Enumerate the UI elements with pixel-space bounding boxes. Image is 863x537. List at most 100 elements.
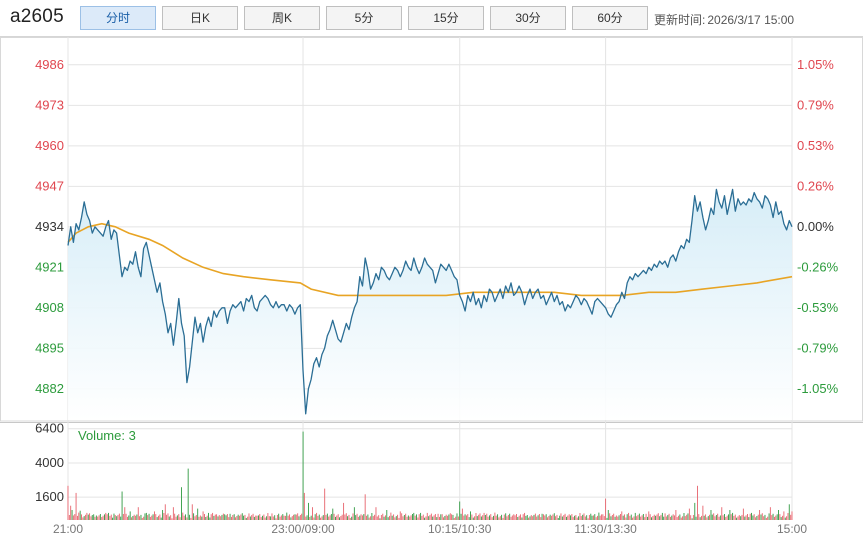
volume-bar [110,514,112,520]
volume-bar [489,515,490,520]
volume-bar [410,515,412,520]
volume-bar [77,515,78,520]
volume-bar [614,516,616,520]
volume-bar [497,514,499,520]
volume-bar [622,515,624,520]
tab-daily-k[interactable]: 日K [162,6,238,30]
volume-tick-label: 1600 [35,489,64,504]
volume-bar [668,513,670,520]
volume-bar [190,517,192,520]
volume-bar [706,517,708,520]
volume-bar [363,514,365,520]
volume-bar [671,515,673,520]
volume-bar [220,516,222,520]
volume-bar [536,516,538,520]
volume-bar [494,512,496,520]
volume-bar [143,516,145,520]
volume-bar [289,514,290,520]
volume-bar [493,515,494,520]
volume-bar [615,515,617,520]
volume-bar [620,514,621,520]
volume-bar [141,518,143,520]
volume-bar [122,514,124,520]
volume-bar [729,510,731,520]
volume-bar [759,510,761,520]
volume-bar [303,492,305,520]
volume-bar [551,515,553,520]
volume-bar [776,514,778,520]
volume-bar [740,516,742,520]
volume-bar [193,513,195,520]
volume-bar [587,518,589,520]
volume-bar [633,516,635,520]
volume-bar [270,516,272,520]
volume-bar [128,515,130,520]
volume-bar [282,514,284,520]
volume-bar [344,514,346,520]
volume-bar [235,517,236,520]
volume-bar [91,515,93,520]
volume-bar [321,516,323,520]
volume-bar [87,514,89,520]
volume-bar [241,513,243,520]
time-tick-label: 23:00/09:00 [271,522,335,536]
volume-bar [409,516,411,520]
volume-bar [525,515,527,520]
volume-bar [105,512,107,520]
volume-bar [561,516,563,520]
tab-60min[interactable]: 60分 [572,6,648,30]
volume-bar [480,516,482,520]
volume-bar [737,516,739,520]
volume-bar [191,504,193,520]
volume-bar [339,517,340,520]
volume-bar [552,514,554,520]
volume-bar [112,517,114,520]
volume-bar [385,515,386,520]
volume-bar [74,514,76,520]
tab-weekly-k[interactable]: 周K [244,6,320,30]
volume-bar [308,502,309,520]
volume-bar [86,512,88,520]
volume-bar [769,507,771,520]
volume-bar [659,516,661,520]
volume-bar [414,515,416,520]
price-tick-label: 4986 [35,57,64,72]
volume-bar [332,508,334,520]
tab-15min[interactable]: 15分 [408,6,484,30]
volume-bar [313,517,315,520]
volume-bar [787,513,789,520]
volume-bar [370,516,372,520]
volume-bar [655,515,657,520]
volume-bar [568,514,570,520]
volume-bar [276,515,278,520]
volume-bar [593,515,594,520]
tab-5min[interactable]: 5分 [326,6,402,30]
volume-bar [538,514,540,520]
volume-bar [348,514,350,520]
volume-bar [610,516,612,520]
tab-30min[interactable]: 30分 [490,6,566,30]
volume-bar [632,517,634,520]
price-tick-label: 4960 [35,138,64,153]
volume-bar [640,516,642,520]
percent-tick-label: 0.79% [797,97,834,112]
volume-bar [271,513,273,520]
volume-bar [687,513,689,520]
volume-bar [479,513,481,520]
volume-bar [140,514,142,520]
volume-bar [125,513,127,520]
volume-bar [556,514,558,520]
intraday-chart: 4986 4973 4960 4947 4934 4921 4908 4895 4882 1.05… [0,37,863,536]
volume-bar [79,510,81,520]
volume-bar [757,514,759,520]
volume-bar [722,515,724,520]
volume-tick-label: 4000 [35,455,64,470]
volume-bar [117,514,119,520]
volume-bar [664,513,666,520]
volume-bar [524,512,526,520]
volume-bar [667,515,669,520]
volume-bar [430,513,432,520]
volume-bar [461,508,463,520]
tab-intraday[interactable]: 分时 [80,6,156,30]
volume-bar [436,517,438,520]
